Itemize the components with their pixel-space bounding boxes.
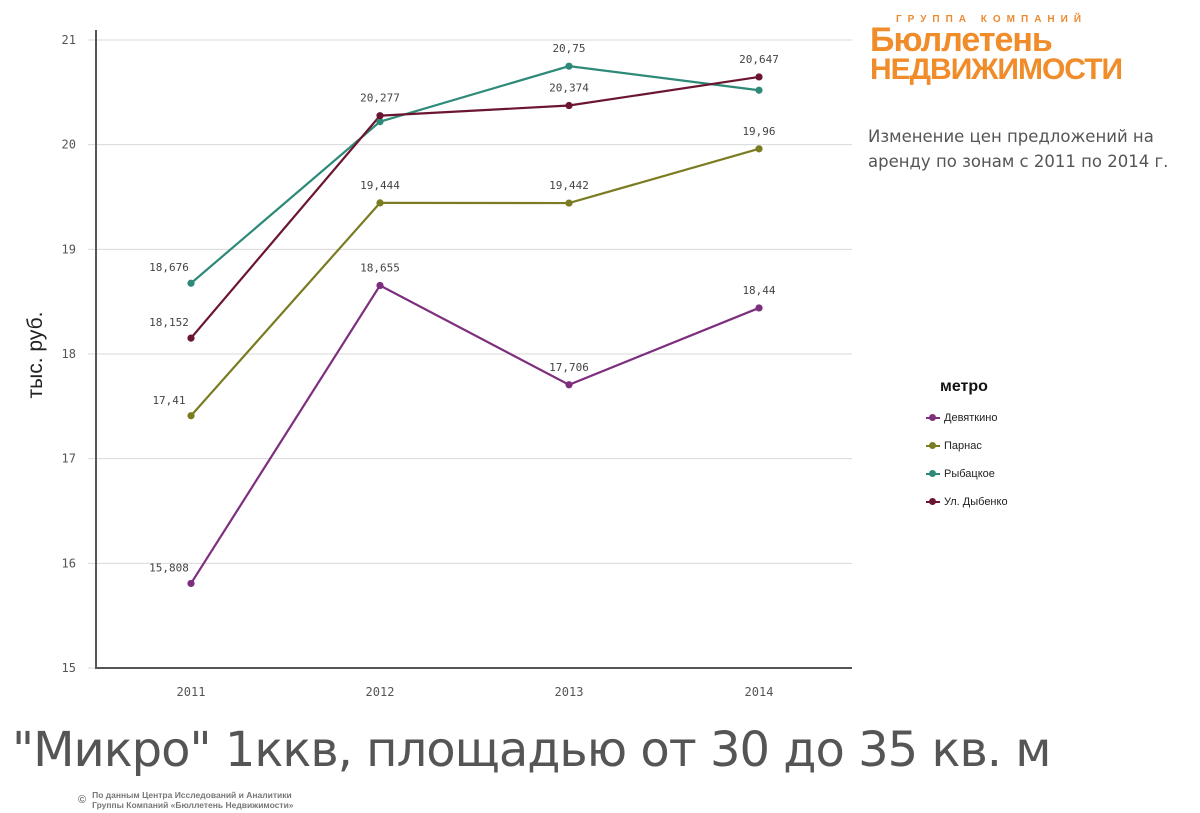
y-axis-label: тыс. руб. <box>24 312 47 399</box>
data-label: 20,277 <box>360 92 400 105</box>
logo-line-1: Бюллетень <box>870 21 1053 59</box>
legend-item[interactable]: Парнас <box>926 432 1008 460</box>
legend-label: Ул. Дыбенко <box>944 496 1008 508</box>
series-line <box>190 283 760 585</box>
logo-tagline: ГРУППА КОМПАНИЙ <box>896 14 1088 25</box>
data-label: 18,44 <box>742 284 775 297</box>
legend-label: Девяткино <box>944 412 998 424</box>
legend-item[interactable]: Ул. Дыбенко <box>926 488 1008 516</box>
x-tick-label: 2012 <box>366 685 395 699</box>
data-point <box>376 199 384 207</box>
chart-subtitle: Изменение цен предложений на аренду по з… <box>868 127 1169 171</box>
source-line-1: По данным Центра Исследований и Аналитик… <box>92 790 292 800</box>
y-tick-label: 20 <box>62 138 76 152</box>
data-point <box>755 145 763 153</box>
legend-marker-icon <box>926 413 940 423</box>
source-note: © По данным Центра Исследований и Аналит… <box>78 790 294 810</box>
data-label: 20,374 <box>549 82 589 95</box>
data-label: 17,41 <box>152 394 185 407</box>
legend-marker-icon <box>926 441 940 451</box>
data-label: 19,442 <box>549 179 589 192</box>
data-point <box>187 279 195 287</box>
data-point <box>565 101 573 110</box>
data-point <box>755 86 763 94</box>
x-tick-label: 2014 <box>745 685 774 699</box>
x-tick-label: 2013 <box>555 685 584 699</box>
y-tick-label: 19 <box>62 242 76 256</box>
legend-item[interactable]: Девяткино <box>926 404 1008 432</box>
series-line <box>190 147 760 417</box>
data-point <box>187 412 195 420</box>
data-label: 20,75 <box>552 42 585 55</box>
y-tick-label: 15 <box>62 661 76 675</box>
data-label: 15,808 <box>149 561 189 574</box>
data-point <box>376 118 384 126</box>
legend: метро Девяткино Парнас Рыбацкое Ул. Дыбенко <box>926 378 1008 516</box>
data-point <box>755 73 763 81</box>
y-tick-label: 16 <box>62 556 76 570</box>
series-line <box>190 65 760 285</box>
x-tick-label: 2011 <box>177 685 206 699</box>
legend-label: Парнас <box>944 440 982 452</box>
data-label: 18,152 <box>149 316 189 329</box>
data-label: 18,655 <box>360 261 400 274</box>
data-point <box>565 199 573 207</box>
chart-title: "Микро" 1ккв, площадью от 30 до 35 кв. м <box>12 722 1051 778</box>
legend-marker-icon <box>926 497 940 507</box>
legend-label: Рыбацкое <box>944 468 995 480</box>
data-label: 19,444 <box>360 179 400 192</box>
data-point <box>755 304 763 312</box>
source-line-2: Группы Компаний «Бюллетень Недвижимости» <box>92 800 294 810</box>
data-point <box>565 62 573 70</box>
data-label: 19,96 <box>742 125 775 138</box>
legend-item[interactable]: Рыбацкое <box>926 460 1008 488</box>
y-tick-label: 18 <box>62 347 76 361</box>
data-point <box>187 579 195 588</box>
data-label: 20,647 <box>739 53 779 66</box>
series-line <box>190 75 760 339</box>
company-logo: ГРУППА КОМПАНИЙ Бюллетень недвижимости <box>870 14 1170 85</box>
data-point <box>565 381 573 389</box>
legend-title: метро <box>940 378 988 395</box>
copyright-icon: © <box>78 794 87 806</box>
data-point <box>376 112 384 120</box>
data-point <box>187 334 195 342</box>
y-tick-label: 21 <box>62 33 76 47</box>
data-label: 17,706 <box>549 361 589 374</box>
logo-line-2: недвижимости <box>870 53 1123 86</box>
legend-marker-icon <box>926 469 940 479</box>
data-point <box>376 281 384 290</box>
data-label: 18,676 <box>149 261 189 274</box>
y-tick-label: 17 <box>62 452 76 466</box>
